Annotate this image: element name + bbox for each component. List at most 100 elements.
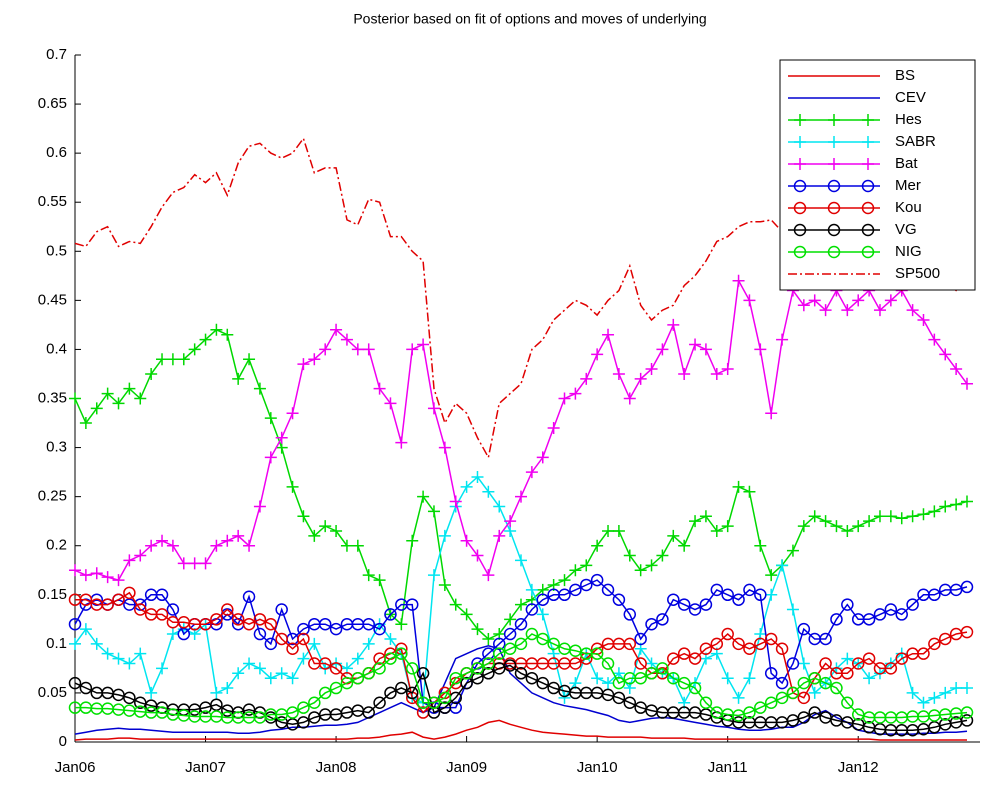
marker <box>362 569 375 582</box>
marker <box>101 647 114 660</box>
marker-plus <box>939 686 952 699</box>
marker <box>612 593 626 606</box>
marker-plus <box>297 358 310 371</box>
marker-plus <box>471 471 484 484</box>
marker <box>623 696 637 709</box>
marker <box>275 667 288 680</box>
marker <box>286 672 299 685</box>
marker <box>645 363 658 376</box>
marker <box>438 701 452 714</box>
marker-plus <box>721 672 734 685</box>
marker <box>699 598 713 611</box>
marker <box>852 294 865 307</box>
legend-label: SP500 <box>895 265 940 282</box>
marker-plus <box>112 652 125 665</box>
marker <box>699 642 713 656</box>
marker <box>828 136 840 148</box>
marker <box>351 652 364 665</box>
marker <box>677 676 691 690</box>
marker <box>743 583 756 597</box>
marker-plus <box>166 539 179 552</box>
marker <box>112 574 125 587</box>
marker <box>405 686 419 700</box>
marker <box>286 407 299 420</box>
marker-plus <box>101 387 114 400</box>
marker <box>243 353 256 366</box>
marker <box>808 294 821 307</box>
marker <box>69 392 81 405</box>
marker-plus <box>721 363 734 376</box>
marker <box>384 397 397 410</box>
marker <box>318 617 332 631</box>
marker-plus <box>286 407 299 420</box>
marker-plus <box>786 603 799 616</box>
marker <box>884 603 898 616</box>
marker-plus <box>862 136 874 148</box>
marker <box>841 598 854 611</box>
marker <box>297 510 310 523</box>
marker-plus <box>264 451 277 464</box>
marker <box>906 686 919 699</box>
marker <box>645 667 658 680</box>
marker-plus <box>525 583 538 596</box>
marker <box>329 622 343 636</box>
marker <box>362 706 375 719</box>
y-tick-label: 0.2 <box>46 537 67 554</box>
marker <box>69 637 81 650</box>
marker-plus <box>841 524 854 537</box>
marker <box>221 328 234 341</box>
marker <box>939 500 952 513</box>
marker <box>612 691 626 705</box>
marker-plus <box>852 294 865 307</box>
marker-plus <box>602 524 615 537</box>
marker-plus <box>199 557 212 570</box>
marker-plus <box>928 505 941 518</box>
marker <box>895 652 908 665</box>
marker <box>861 223 875 237</box>
marker <box>123 554 136 567</box>
marker-plus <box>210 686 223 699</box>
marker <box>765 588 778 601</box>
legend-box <box>779 59 976 291</box>
marker <box>677 598 691 611</box>
marker-plus <box>319 343 332 356</box>
marker-plus <box>743 672 756 685</box>
marker-plus <box>950 498 963 511</box>
marker-plus <box>243 353 256 366</box>
marker <box>851 657 865 670</box>
marker-plus <box>340 539 353 552</box>
marker <box>612 676 626 690</box>
marker <box>231 613 245 626</box>
marker-plus <box>558 392 571 405</box>
marker <box>861 245 875 259</box>
marker-plus <box>286 480 299 493</box>
marker <box>340 333 353 346</box>
marker <box>166 603 180 616</box>
marker-plus <box>547 421 560 434</box>
x-tick-label: Jan12 <box>838 759 879 776</box>
marker-plus <box>384 397 397 410</box>
marker <box>101 598 114 611</box>
marker-plus <box>166 353 179 366</box>
marker <box>275 431 288 444</box>
marker-plus <box>939 500 952 513</box>
marker-plus <box>417 490 430 503</box>
marker <box>286 480 299 493</box>
marker-plus <box>275 431 288 444</box>
marker-plus <box>79 417 92 430</box>
marker-plus <box>794 136 806 148</box>
plot-area <box>68 136 974 741</box>
marker <box>732 274 745 287</box>
marker-plus <box>841 304 854 317</box>
marker <box>808 706 821 719</box>
marker <box>841 667 854 680</box>
marker-plus <box>134 549 147 562</box>
marker-plus <box>460 608 473 621</box>
marker <box>754 539 767 552</box>
marker-plus <box>253 500 266 513</box>
marker-plus <box>917 508 930 521</box>
marker <box>210 323 223 336</box>
marker <box>373 662 386 675</box>
marker <box>776 333 789 346</box>
marker-plus <box>794 158 806 170</box>
